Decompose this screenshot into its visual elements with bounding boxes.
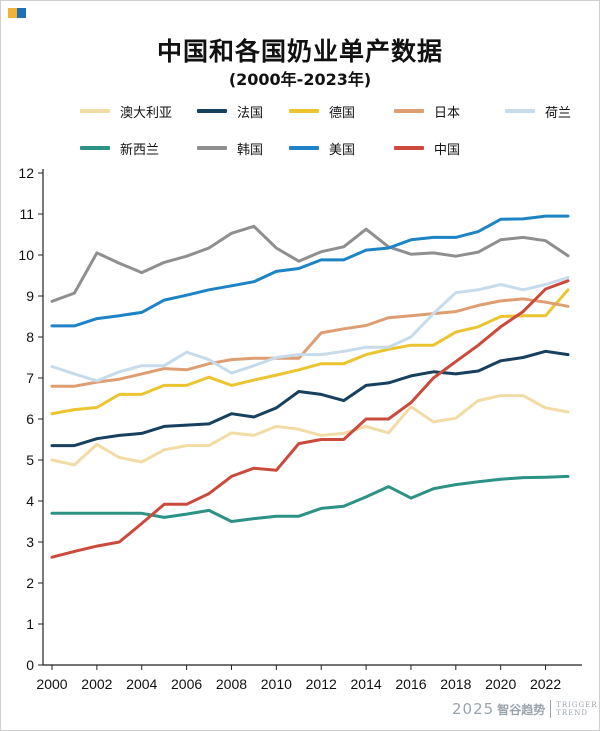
corner-logo-mark [8,8,26,18]
y-tick-label: 7 [26,370,34,386]
legend-item: 法国 [197,101,263,121]
x-tick-label: 2004 [126,676,157,692]
y-tick-label: 1 [26,616,34,632]
legend-label: 中国 [434,142,461,158]
brand-year: 2025 [452,700,495,718]
legend-item: 德国 [289,101,355,121]
brand-english: TRIGGER TREND [556,701,597,717]
legend-label: 美国 [329,142,356,158]
legend-swatch [289,146,319,150]
legend-label: 德国 [329,105,356,121]
x-tick-label: 2010 [261,676,292,692]
y-tick-label: 4 [26,493,34,509]
legend-item: 美国 [289,138,355,158]
brand-english-line2: TREND [556,709,588,717]
y-tick-label: 10 [18,247,34,263]
legend-swatch [289,109,319,113]
y-tick-label: 0 [26,657,34,673]
legend-label: 澳大利亚 [120,105,173,121]
legend-swatch [197,146,227,150]
series-line-5 [50,276,570,383]
y-tick-label: 5 [26,452,34,468]
series-line-2 [50,349,570,448]
corner-mark-blue-block [17,8,26,18]
x-tick-label: 2020 [485,676,516,692]
y-tick-label: 11 [19,206,34,222]
legend-item: 日本 [394,101,460,121]
series-line-1 [50,394,570,467]
legend-swatch [505,109,535,113]
series-line-6 [50,474,570,523]
y-tick-label: 8 [26,329,34,345]
legend-item: 澳大利亚 [80,101,172,121]
legend-label: 新西兰 [120,142,160,158]
legend-item: 荷兰 [505,101,571,121]
legend-item: 中国 [394,138,460,158]
x-tick-label: 2002 [81,676,112,692]
y-tick-label: 3 [26,534,34,550]
legend-swatch [80,109,110,113]
x-tick-label: 2008 [216,676,247,692]
legend-item: 韩国 [197,138,263,158]
series-line-9 [50,279,570,559]
series-line-8 [50,214,570,328]
chart-subtitle: (2000年-2023年) [228,70,372,89]
legend-label: 荷兰 [545,105,572,121]
legend-label: 韩国 [237,142,264,158]
legend-swatch [394,146,424,150]
y-tick-label: 6 [26,411,34,427]
x-tick-label: 2018 [440,676,471,692]
x-tick-label: 2006 [171,676,202,692]
chart-title: 中国和各国奶业单产数据 [156,37,443,66]
y-tick-label: 12 [18,165,34,181]
legend-label: 法国 [237,105,264,121]
x-tick-label: 2022 [530,676,561,692]
y-tick-label: 2 [26,575,34,591]
series-line-4 [50,297,570,388]
brand-english-line1: TRIGGER [556,701,598,709]
legend-item: 新西兰 [80,138,159,158]
brand-watermark: 2025 智谷趋势 TRIGGER TREND [452,700,597,718]
legend-swatch [80,146,110,150]
x-tick-label: 2016 [395,676,426,692]
brand-divider [550,700,552,718]
x-tick-label: 2012 [306,676,337,692]
brand-name: 智谷趋势 [497,702,546,717]
y-tick-label: 9 [26,288,34,304]
x-tick-label: 2014 [351,676,382,692]
series-line-3 [50,288,570,416]
legend-swatch [394,109,424,113]
series-line-7 [50,224,570,303]
legend-label: 日本 [434,105,461,121]
x-tick-label: 2000 [36,676,67,692]
corner-mark-yellow-block [8,8,17,18]
legend-swatch [197,109,227,113]
